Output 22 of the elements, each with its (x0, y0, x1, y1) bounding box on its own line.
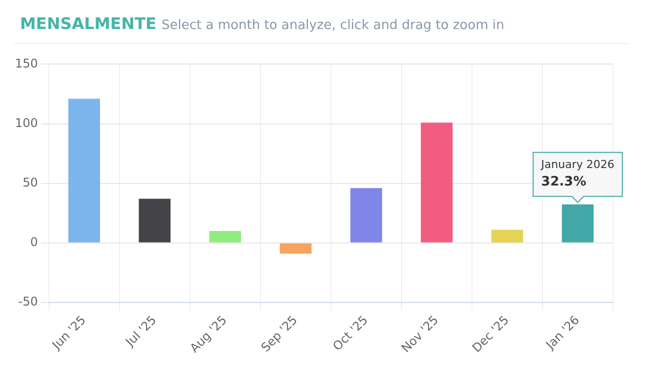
bar (209, 230, 242, 242)
bar (350, 188, 382, 242)
x-tick-label: Jul '25 (122, 312, 160, 350)
chart-title: MENSALMENTE (20, 14, 156, 33)
x-tick-label: Jun '25 (48, 312, 88, 353)
bar (491, 230, 524, 242)
y-tick-label: 50 (22, 175, 38, 190)
annotation: January 2026 (540, 158, 614, 171)
x-tick-label: Oct '25 (330, 312, 371, 354)
x-tick-label: Jan '26 (542, 312, 582, 352)
bar (420, 122, 453, 242)
chart-subtitle: Select a month to analyze, click and drag to zoom in (162, 18, 504, 33)
bar (68, 98, 100, 242)
x-tick-label: Sep '25 (258, 312, 300, 355)
x-tick-label: Dec '25 (469, 312, 512, 356)
y-tick-label: 150 (15, 56, 38, 70)
y-tick-label: -50 (18, 294, 38, 309)
y-tick-label: 100 (15, 116, 38, 130)
bar (280, 243, 312, 254)
y-tick-label: 0 (30, 234, 38, 249)
bar (138, 198, 171, 242)
annotation: 32.3% (541, 174, 586, 190)
